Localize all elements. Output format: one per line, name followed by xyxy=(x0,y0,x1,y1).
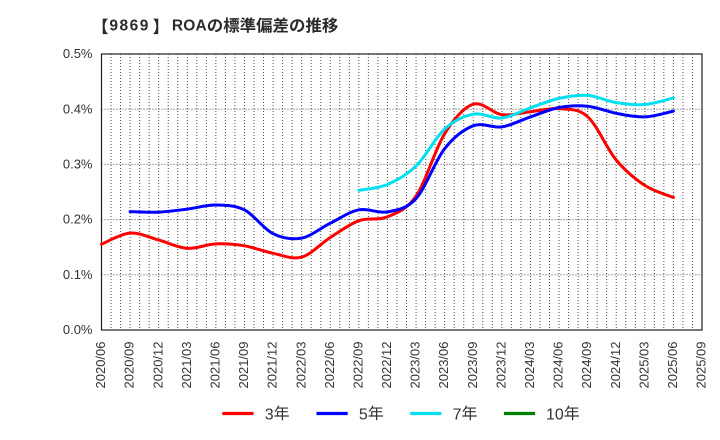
svg-text:2021/09: 2021/09 xyxy=(236,342,251,389)
svg-text:0.2%: 0.2% xyxy=(63,212,93,227)
svg-text:2021/12: 2021/12 xyxy=(265,342,280,389)
svg-text:2024/06: 2024/06 xyxy=(551,342,566,389)
svg-text:0.5%: 0.5% xyxy=(63,46,93,61)
svg-text:2023/09: 2023/09 xyxy=(465,342,480,389)
svg-text:2021/03: 2021/03 xyxy=(179,342,194,389)
svg-text:2023/06: 2023/06 xyxy=(436,342,451,389)
svg-text:2025/06: 2025/06 xyxy=(665,342,680,389)
svg-text:0.0%: 0.0% xyxy=(63,322,93,337)
svg-text:7: 7 xyxy=(453,407,462,424)
svg-text:2022/12: 2022/12 xyxy=(379,342,394,389)
svg-text:9869: 9869 xyxy=(109,18,149,35)
svg-text:2023/03: 2023/03 xyxy=(408,342,423,389)
svg-text:2021/06: 2021/06 xyxy=(207,342,222,389)
svg-text:2020/12: 2020/12 xyxy=(150,342,165,389)
svg-text:5: 5 xyxy=(359,407,368,424)
svg-text:0.4%: 0.4% xyxy=(63,101,93,116)
svg-text:3: 3 xyxy=(265,407,274,424)
svg-text:2020/09: 2020/09 xyxy=(122,342,137,389)
svg-text:2022/06: 2022/06 xyxy=(322,342,337,389)
svg-text:0.1%: 0.1% xyxy=(63,267,93,282)
svg-text:2025/03: 2025/03 xyxy=(636,342,651,389)
svg-text:2022/09: 2022/09 xyxy=(350,342,365,389)
svg-text:2023/12: 2023/12 xyxy=(493,342,508,389)
svg-text:2020/06: 2020/06 xyxy=(93,342,108,389)
svg-text:10: 10 xyxy=(546,407,564,424)
svg-text:2025/09: 2025/09 xyxy=(694,342,709,389)
svg-text:0.3%: 0.3% xyxy=(63,157,93,172)
svg-text:2022/03: 2022/03 xyxy=(293,342,308,389)
svg-text:ROA: ROA xyxy=(172,18,207,35)
svg-text:2024/03: 2024/03 xyxy=(522,342,537,389)
svg-text:2024/12: 2024/12 xyxy=(608,342,623,389)
svg-text:2024/09: 2024/09 xyxy=(579,342,594,389)
